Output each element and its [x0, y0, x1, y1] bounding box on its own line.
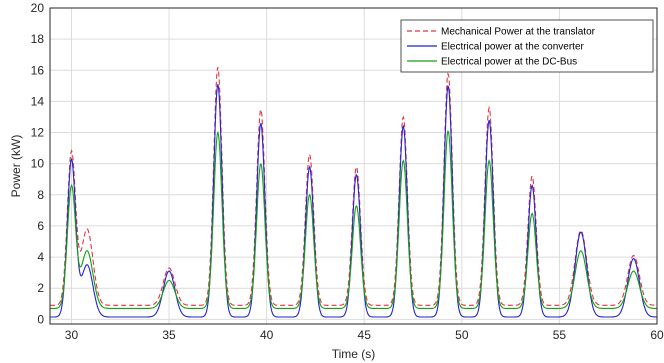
- y-tick-label: 8: [37, 188, 44, 202]
- series-lines: [50, 67, 657, 318]
- series-line-dcbus: [50, 130, 657, 309]
- legend-label-mechanical: Mechanical Power at the translator: [441, 27, 596, 38]
- legend-item-dcbus: Electrical power at the DC-Bus: [407, 57, 577, 68]
- legend: Mechanical Power at the translator Elect…: [400, 19, 654, 73]
- y-tick-label: 18: [31, 32, 45, 46]
- legend-label-converter: Electrical power at the converter: [441, 42, 585, 53]
- y-tick-label: 14: [31, 94, 45, 108]
- x-tick-label: 50: [455, 328, 469, 342]
- y-tick-label: 6: [37, 219, 44, 233]
- x-tick-label: 60: [650, 328, 664, 342]
- x-tick-label: 30: [65, 328, 79, 342]
- y-axis-label: Power (kW): [9, 135, 23, 198]
- y-tick-label: 20: [31, 1, 45, 15]
- x-tick-label: 40: [260, 328, 274, 342]
- x-axis-label: Time (s): [332, 347, 376, 361]
- legend-label-dcbus: Electrical power at the DC-Bus: [441, 57, 577, 68]
- legend-item-converter: Electrical power at the converter: [407, 42, 585, 53]
- y-tick-label: 16: [31, 63, 45, 77]
- legend-box: [400, 19, 654, 73]
- x-tick-label: 35: [162, 328, 176, 342]
- y-tick-label: 4: [37, 250, 44, 264]
- x-tick-label: 55: [553, 328, 567, 342]
- y-tick-label: 12: [31, 126, 45, 140]
- x-tick-label: 45: [358, 328, 372, 342]
- series-line-mech: [50, 67, 657, 306]
- axis-ticks: 30 35 40 45 50 55 60 0 2 4 6 8 10 12 14 16 18 20: [31, 1, 664, 342]
- legend-item-mechanical: Mechanical Power at the translator: [407, 27, 596, 38]
- y-tick-label: 10: [31, 157, 45, 171]
- plot-frame: [49, 7, 658, 325]
- y-tick-label: 0: [37, 312, 44, 326]
- series-line-conv: [50, 84, 657, 318]
- y-tick-label: 2: [37, 281, 44, 295]
